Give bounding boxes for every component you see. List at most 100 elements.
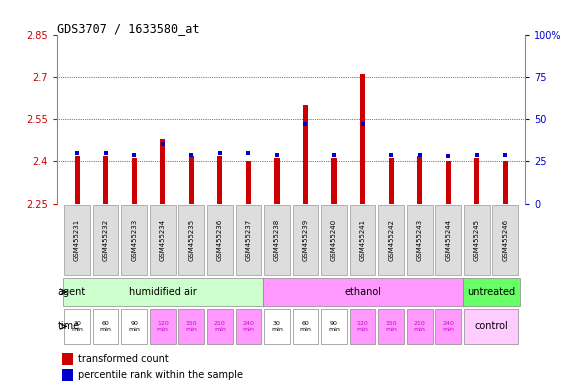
Text: time: time [58,321,80,331]
Bar [131,159,137,204]
FancyBboxPatch shape [63,278,263,306]
Text: GSM455239: GSM455239 [303,219,308,261]
Bar [246,161,251,204]
Text: percentile rank within the sample: percentile rank within the sample [78,370,243,381]
FancyBboxPatch shape [65,205,90,275]
FancyBboxPatch shape [379,309,404,344]
FancyBboxPatch shape [236,309,262,344]
Text: GSM455244: GSM455244 [445,219,451,261]
Point [501,151,510,157]
FancyBboxPatch shape [236,205,262,275]
FancyBboxPatch shape [464,205,490,275]
FancyBboxPatch shape [493,205,518,275]
Text: GSM455233: GSM455233 [131,219,137,261]
FancyBboxPatch shape [122,205,147,275]
Text: GSM455246: GSM455246 [502,219,508,261]
FancyBboxPatch shape [321,205,347,275]
Bar [188,156,194,204]
Point [73,150,82,156]
Text: 90
min: 90 min [128,321,140,332]
Text: transformed count: transformed count [78,354,169,364]
FancyBboxPatch shape [122,309,147,344]
Point [444,153,453,159]
Text: 90
min: 90 min [328,321,340,332]
Text: 30
min: 30 min [271,321,283,332]
Point [215,150,224,156]
Text: GSM455243: GSM455243 [417,219,423,261]
FancyBboxPatch shape [436,309,461,344]
Point [130,151,139,157]
FancyBboxPatch shape [463,278,520,306]
FancyBboxPatch shape [350,205,376,275]
FancyBboxPatch shape [207,309,233,344]
Point [472,151,481,157]
Text: GSM455241: GSM455241 [360,219,365,261]
Text: 150
min: 150 min [385,321,397,332]
Bar [446,161,451,204]
Text: GSM455242: GSM455242 [388,219,394,261]
FancyBboxPatch shape [350,309,376,344]
Point [101,150,110,156]
FancyBboxPatch shape [379,205,404,275]
Text: humidified air: humidified air [129,287,196,297]
Bar [103,156,108,204]
Point [272,151,282,157]
Text: 30
min: 30 min [71,321,83,332]
Text: GSM455245: GSM455245 [474,219,480,261]
Bar [360,74,365,204]
Text: 60
min: 60 min [100,321,111,332]
FancyBboxPatch shape [93,309,119,344]
FancyBboxPatch shape [293,309,319,344]
FancyBboxPatch shape [178,205,204,275]
Point [358,121,367,127]
FancyBboxPatch shape [178,309,204,344]
Text: GSM455238: GSM455238 [274,219,280,261]
Text: control: control [474,321,508,331]
FancyBboxPatch shape [321,309,347,344]
Bar [62,353,74,365]
Text: GSM455240: GSM455240 [331,219,337,261]
Text: GSM455231: GSM455231 [74,219,80,261]
Text: 120
min: 120 min [157,321,168,332]
FancyBboxPatch shape [150,205,176,275]
FancyBboxPatch shape [93,205,119,275]
Text: GSM455232: GSM455232 [103,219,108,261]
FancyBboxPatch shape [263,278,463,306]
Bar [275,159,280,204]
Bar [503,161,508,204]
Bar [474,159,480,204]
Point [415,151,424,157]
Bar [218,156,223,204]
Text: GSM455234: GSM455234 [160,219,166,261]
FancyBboxPatch shape [407,309,433,344]
Point [187,151,196,157]
FancyBboxPatch shape [65,309,90,344]
FancyBboxPatch shape [264,205,290,275]
Text: untreated: untreated [467,287,515,297]
FancyBboxPatch shape [464,309,518,344]
Point [387,151,396,157]
FancyBboxPatch shape [436,205,461,275]
Bar [74,156,79,204]
Text: GSM455237: GSM455237 [246,219,251,261]
Text: 150
min: 150 min [186,321,197,332]
Text: ethanol: ethanol [344,287,381,297]
FancyBboxPatch shape [293,205,319,275]
Text: GDS3707 / 1633580_at: GDS3707 / 1633580_at [57,22,200,35]
Text: agent: agent [58,287,86,297]
Bar [417,156,423,204]
Text: 120
min: 120 min [357,321,368,332]
FancyBboxPatch shape [150,309,176,344]
Bar [160,139,166,204]
FancyBboxPatch shape [407,205,433,275]
Text: 210
min: 210 min [214,321,226,332]
Text: GSM455236: GSM455236 [217,219,223,261]
FancyBboxPatch shape [264,309,290,344]
Text: GSM455235: GSM455235 [188,219,194,261]
Bar [331,159,337,204]
Text: 60
min: 60 min [300,321,311,332]
Point [158,141,167,147]
Bar [62,369,74,381]
Text: 210
min: 210 min [414,321,425,332]
Point [301,121,310,127]
